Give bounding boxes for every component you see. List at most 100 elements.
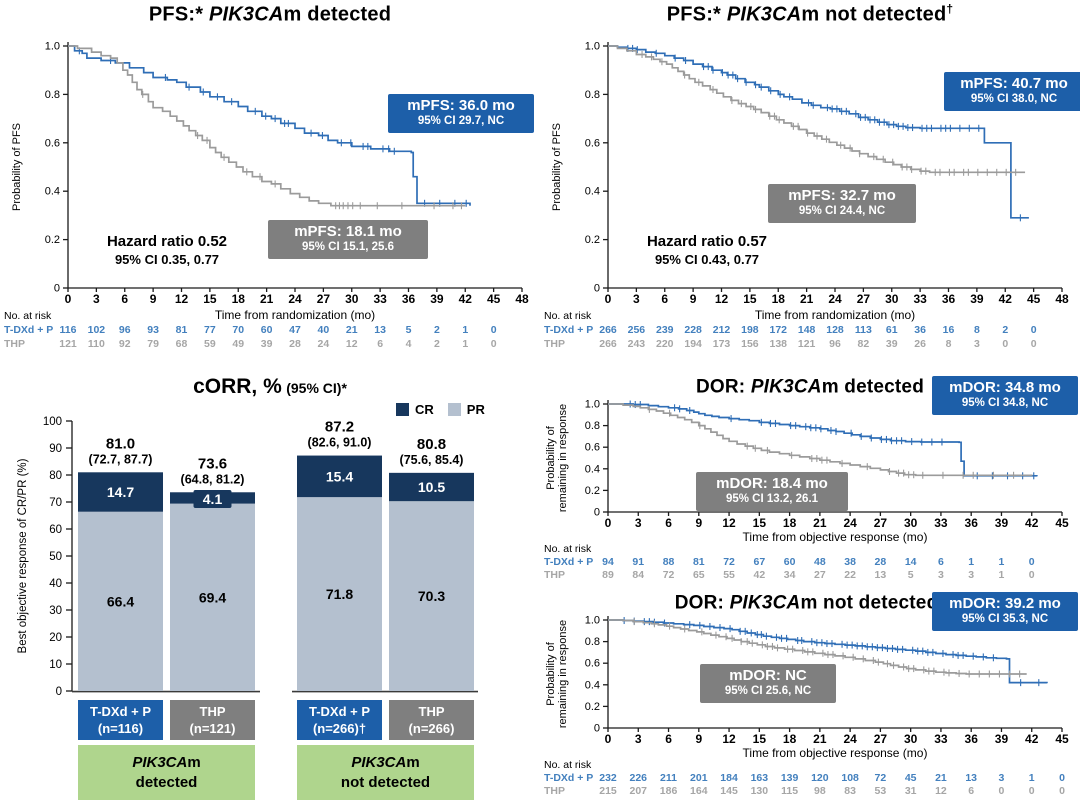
svg-text:228: 228 (684, 324, 702, 336)
hazard-ci: 95% CI 0.43, 0.77 (654, 251, 760, 267)
svg-text:38: 38 (844, 556, 856, 568)
svg-text:30: 30 (885, 292, 899, 306)
risk-row-t-dxd-p: T-DXd + P 94 91 88 81 72 67 60 48 38 28 14 6 1 1 0 (544, 556, 1035, 568)
svg-text:212: 212 (713, 324, 731, 336)
svg-text:remaining in response: remaining in response (557, 404, 569, 512)
svg-text:Probability of: Probability of (545, 641, 557, 706)
svg-text:8: 8 (946, 338, 952, 350)
svg-text:9: 9 (150, 292, 157, 306)
svg-text:0: 0 (605, 516, 612, 530)
svg-text:T-DXd + P: T-DXd + P (544, 556, 593, 568)
svg-text:65: 65 (693, 569, 705, 581)
mpfs-value: mPFS: 40.7 mo (960, 75, 1068, 92)
svg-text:201: 201 (690, 772, 708, 784)
bar-cr-value: 15.4 (326, 468, 353, 484)
svg-text:49: 49 (232, 338, 244, 350)
bar-segment-cr (78, 472, 163, 512)
svg-text:28: 28 (289, 338, 301, 350)
svg-text:0: 0 (54, 283, 60, 295)
svg-text:145: 145 (720, 785, 738, 797)
svg-text:6: 6 (377, 338, 383, 350)
svg-text:21: 21 (260, 292, 274, 306)
svg-text:113: 113 (855, 324, 872, 336)
title-main: cORR, % (193, 375, 282, 398)
svg-text:239: 239 (656, 324, 674, 336)
title-gene: PIK3CA (750, 376, 822, 398)
svg-text:24: 24 (318, 338, 330, 350)
svg-text:40: 40 (318, 324, 330, 336)
svg-text:36: 36 (402, 292, 416, 306)
svg-text:15: 15 (753, 516, 767, 530)
svg-text:42: 42 (999, 292, 1013, 306)
svg-text:14: 14 (905, 556, 917, 568)
title-post: m not detected (800, 592, 939, 614)
svg-text:15: 15 (203, 292, 217, 306)
risk-table-header: No. at risk (544, 310, 592, 322)
svg-text:8: 8 (974, 324, 980, 336)
group-box-detected: PIK3CAm detected (78, 745, 255, 800)
svg-text:0.4: 0.4 (585, 186, 600, 198)
svg-text:0.2: 0.2 (585, 234, 600, 246)
svg-text:21: 21 (813, 732, 827, 746)
svg-text:45: 45 (1055, 732, 1069, 746)
svg-text:0.8: 0.8 (45, 89, 60, 101)
svg-text:remaining in response: remaining in response (557, 620, 569, 728)
legend-swatch-cr (396, 403, 409, 416)
svg-text:27: 27 (874, 516, 888, 530)
svg-text:24: 24 (288, 292, 302, 306)
svg-text:THP: THP (419, 704, 445, 719)
svg-text:1: 1 (968, 556, 974, 568)
svg-text:42: 42 (1025, 732, 1039, 746)
svg-text:0: 0 (1029, 569, 1035, 581)
hazard-ratio: Hazard ratio 0.52 (106, 233, 228, 250)
title-pre: DOR: (695, 376, 751, 398)
svg-text:1.0: 1.0 (45, 41, 60, 53)
svg-text:Probability of PFS: Probability of PFS (551, 123, 563, 211)
svg-text:98: 98 (814, 785, 826, 797)
svg-text:0.4: 0.4 (585, 463, 600, 475)
svg-text:18: 18 (772, 292, 786, 306)
svg-text:(n=266)†: (n=266)† (313, 721, 366, 736)
svg-text:243: 243 (628, 338, 646, 350)
svg-text:215: 215 (599, 785, 617, 797)
svg-text:39: 39 (995, 732, 1009, 746)
svg-text:100: 100 (43, 416, 62, 428)
svg-text:9: 9 (695, 732, 702, 746)
svg-text:6: 6 (665, 516, 672, 530)
risk-table-header: No. at risk (544, 543, 592, 555)
mpfs-ci: 95% CI 15.1, 25.6 (301, 241, 395, 253)
svg-text:1.0: 1.0 (585, 41, 600, 53)
svg-text:83: 83 (844, 785, 856, 797)
km-series-thp (608, 403, 1033, 479)
svg-text:115: 115 (781, 785, 798, 797)
mpfs-ci: 95% CI 24.4, NC (798, 205, 886, 217)
y-axis-label: Best objective response of CR/PR (%) (17, 458, 29, 653)
svg-text:120: 120 (811, 772, 829, 784)
svg-text:0.6: 0.6 (585, 658, 600, 670)
svg-text:164: 164 (690, 785, 708, 797)
hazard-ratio-annotation: Hazard ratio 0.52 95% CI 0.35, 0.77 (62, 232, 272, 268)
bar-pr-value: 66.4 (107, 593, 134, 609)
svg-text:77: 77 (204, 324, 216, 336)
pfs-detected-panel: PFS:* PIK3CAm detected 0 0.2 0.4 0.6 0.8 1.0 0… (0, 0, 540, 372)
svg-text:130: 130 (751, 785, 769, 797)
arm-box-t-dxd-p: T-DXd + P (n=266)† (297, 700, 382, 740)
km-curve-thp (68, 45, 466, 207)
svg-text:3: 3 (999, 772, 1005, 784)
bar-t-dxd-p-not-detected: 87.2(82.6, 91.0) 15.4 71.8 (297, 419, 382, 691)
svg-text:30: 30 (904, 732, 918, 746)
km-plot-svg: 00.20.40.60.81.00 3 6 9 12 15 18 21 24 27 30 33 36 39… (544, 41, 1069, 351)
dor-detected-panel: DOR: PIK3CAm detected 0 0.2 0.4 0.6 0.8 1.0 0 3… (540, 372, 1080, 588)
svg-text:45: 45 (487, 292, 501, 306)
svg-text:1.0: 1.0 (585, 615, 600, 627)
corr-bar-chart-panel: cORR, % (95% CI)* CR PR 0 10 20 30 40 50 60 70 8… (0, 372, 540, 803)
mpfs-value: mPFS: 18.1 mo (294, 223, 402, 240)
svg-text:12: 12 (346, 338, 358, 350)
svg-text:72: 72 (723, 556, 735, 568)
bar-thp-not-detected: 80.8(75.6, 85.4) 10.5 70.3 (389, 436, 474, 691)
svg-text:3: 3 (633, 292, 640, 306)
svg-text:90: 90 (49, 443, 62, 455)
svg-text:79: 79 (147, 338, 159, 350)
svg-text:0: 0 (1029, 785, 1035, 797)
